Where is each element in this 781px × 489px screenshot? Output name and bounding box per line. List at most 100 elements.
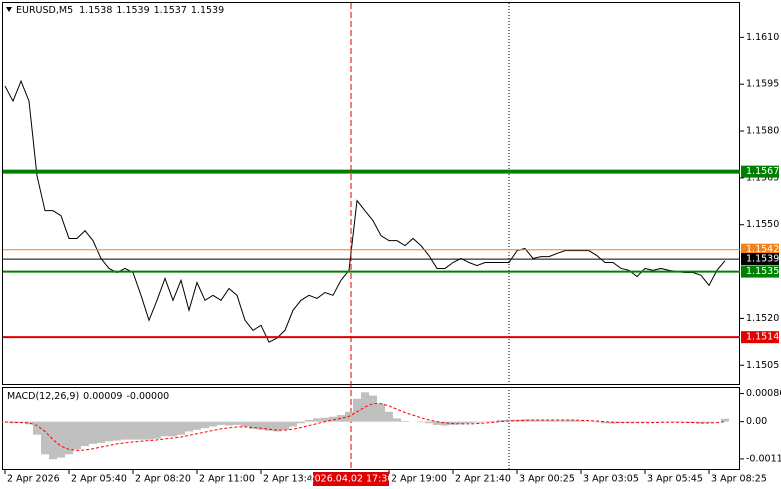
ohlc-value: 1.1539	[191, 5, 224, 16]
macd-bar	[441, 421, 449, 426]
macd-bar	[489, 420, 497, 422]
level-label-box	[741, 253, 779, 266]
level-label: 1.1542	[746, 244, 779, 255]
level-label-box	[741, 243, 779, 256]
macd-bar	[105, 421, 113, 442]
macd-bar	[529, 419, 537, 422]
macd-bar	[209, 421, 217, 427]
macd-bar	[601, 421, 609, 424]
macd-bar	[521, 419, 529, 422]
y-tick-label: 1.1520	[746, 313, 779, 324]
y-tick-label: 1.1580	[746, 126, 779, 137]
macd-bar	[57, 421, 65, 458]
signal-line	[4, 403, 726, 451]
macd-bar	[289, 421, 297, 427]
x-tick-label: 3 Apr 05:45	[647, 474, 703, 485]
macd-bar	[113, 421, 121, 441]
x-tick-label: 2 Apr 11:00	[199, 474, 255, 485]
main-frame	[2, 2, 740, 385]
macd-bar	[641, 421, 649, 423]
macd-bar	[177, 421, 185, 435]
y-tick-label: 1.1505	[746, 360, 779, 371]
macd-bar	[81, 421, 89, 447]
x-tick-label: 2 Apr 08:20	[135, 474, 191, 485]
macd-bar	[297, 421, 305, 424]
macd-bar	[161, 421, 169, 437]
macd-bar	[121, 421, 129, 440]
macd-bar	[561, 420, 569, 422]
macd-bar	[593, 421, 601, 423]
macd-bar	[457, 421, 465, 425]
macd-bar	[417, 421, 425, 423]
x-tick-label: 3 Apr 00:25	[519, 474, 575, 485]
macd-bar	[425, 421, 433, 424]
macd-bar	[649, 421, 657, 423]
macd-bar	[137, 421, 145, 440]
macd-header: MACD(12,26,9) 0.00009 -0.00000	[7, 391, 169, 402]
indicator-name: MACD(12,26,9)	[7, 391, 79, 402]
indicator-reading: 0.00009	[83, 391, 122, 402]
level-label: 1.1567	[746, 166, 779, 177]
x-tick-label: 2 Apr 21:40	[455, 474, 511, 485]
macd-bar	[33, 421, 41, 435]
price-line	[4, 79, 726, 343]
macd-bar	[705, 421, 713, 423]
ohlc-value: 1.1538	[79, 5, 112, 16]
macd-bar	[385, 411, 393, 422]
indicator-reading: -0.00000	[126, 391, 169, 402]
macd-bar	[281, 421, 289, 430]
macd-bar	[193, 421, 201, 430]
macd-bar	[433, 421, 441, 425]
macd-bar	[697, 421, 705, 424]
macd-bar	[473, 421, 481, 423]
crosshair-label: 2026.04.02 17:30	[309, 474, 394, 485]
macd-bar	[497, 420, 505, 422]
level-label: 1.1514	[746, 332, 779, 343]
macd-bar	[465, 421, 473, 424]
macd-bar	[537, 420, 545, 422]
x-tick-label: 2 Apr 19:00	[391, 474, 447, 485]
macd-bar	[377, 403, 385, 422]
menu-triangle	[6, 7, 12, 12]
symbol: EURUSD,M5	[16, 5, 73, 16]
macd-bar	[265, 421, 273, 431]
y-tick-label: -0.00114	[746, 453, 781, 464]
y-tick-label: 1.1595	[746, 79, 779, 90]
y-tick-label: 1.1610	[746, 32, 779, 43]
level-label-box	[741, 165, 779, 178]
x-tick-label: 3 Apr 08:25	[711, 474, 767, 485]
macd-bar	[185, 421, 193, 432]
ohlc-value: 1.1539	[116, 5, 149, 16]
y-tick-label: 1.1565	[746, 172, 779, 183]
macd-bar	[353, 398, 361, 422]
x-tick-label: 3 Apr 03:05	[583, 474, 639, 485]
macd-bar	[25, 421, 33, 425]
macd-bar	[97, 421, 105, 443]
macd-bar	[249, 421, 257, 429]
macd-bar	[217, 421, 225, 425]
macd-bar	[153, 421, 161, 439]
macd-bar	[225, 421, 233, 426]
x-tick-label: 2 Apr 2026	[7, 474, 60, 485]
macd-bar	[9, 421, 17, 424]
macd-bar	[633, 421, 641, 423]
macd-bar	[569, 420, 577, 422]
macd-bar	[89, 421, 97, 444]
macd-bar	[721, 418, 729, 422]
crosshair-label-box	[313, 472, 389, 486]
ohlc-value: 1.1537	[154, 5, 187, 16]
macd-bar	[41, 421, 49, 455]
chart-header: EURUSD,M5 1.1538 1.1539 1.1537 1.1539	[16, 5, 224, 16]
macd-bar	[329, 416, 337, 422]
macd-bar	[73, 421, 81, 450]
macd-bar	[169, 421, 177, 437]
macd-bar	[577, 420, 585, 422]
macd-bar	[337, 415, 345, 422]
macd-bar	[129, 421, 137, 440]
macd-bar	[393, 418, 401, 422]
y-tick-label: 0.00	[746, 416, 767, 427]
macd-bar	[65, 421, 73, 455]
macd-frame	[2, 387, 740, 470]
